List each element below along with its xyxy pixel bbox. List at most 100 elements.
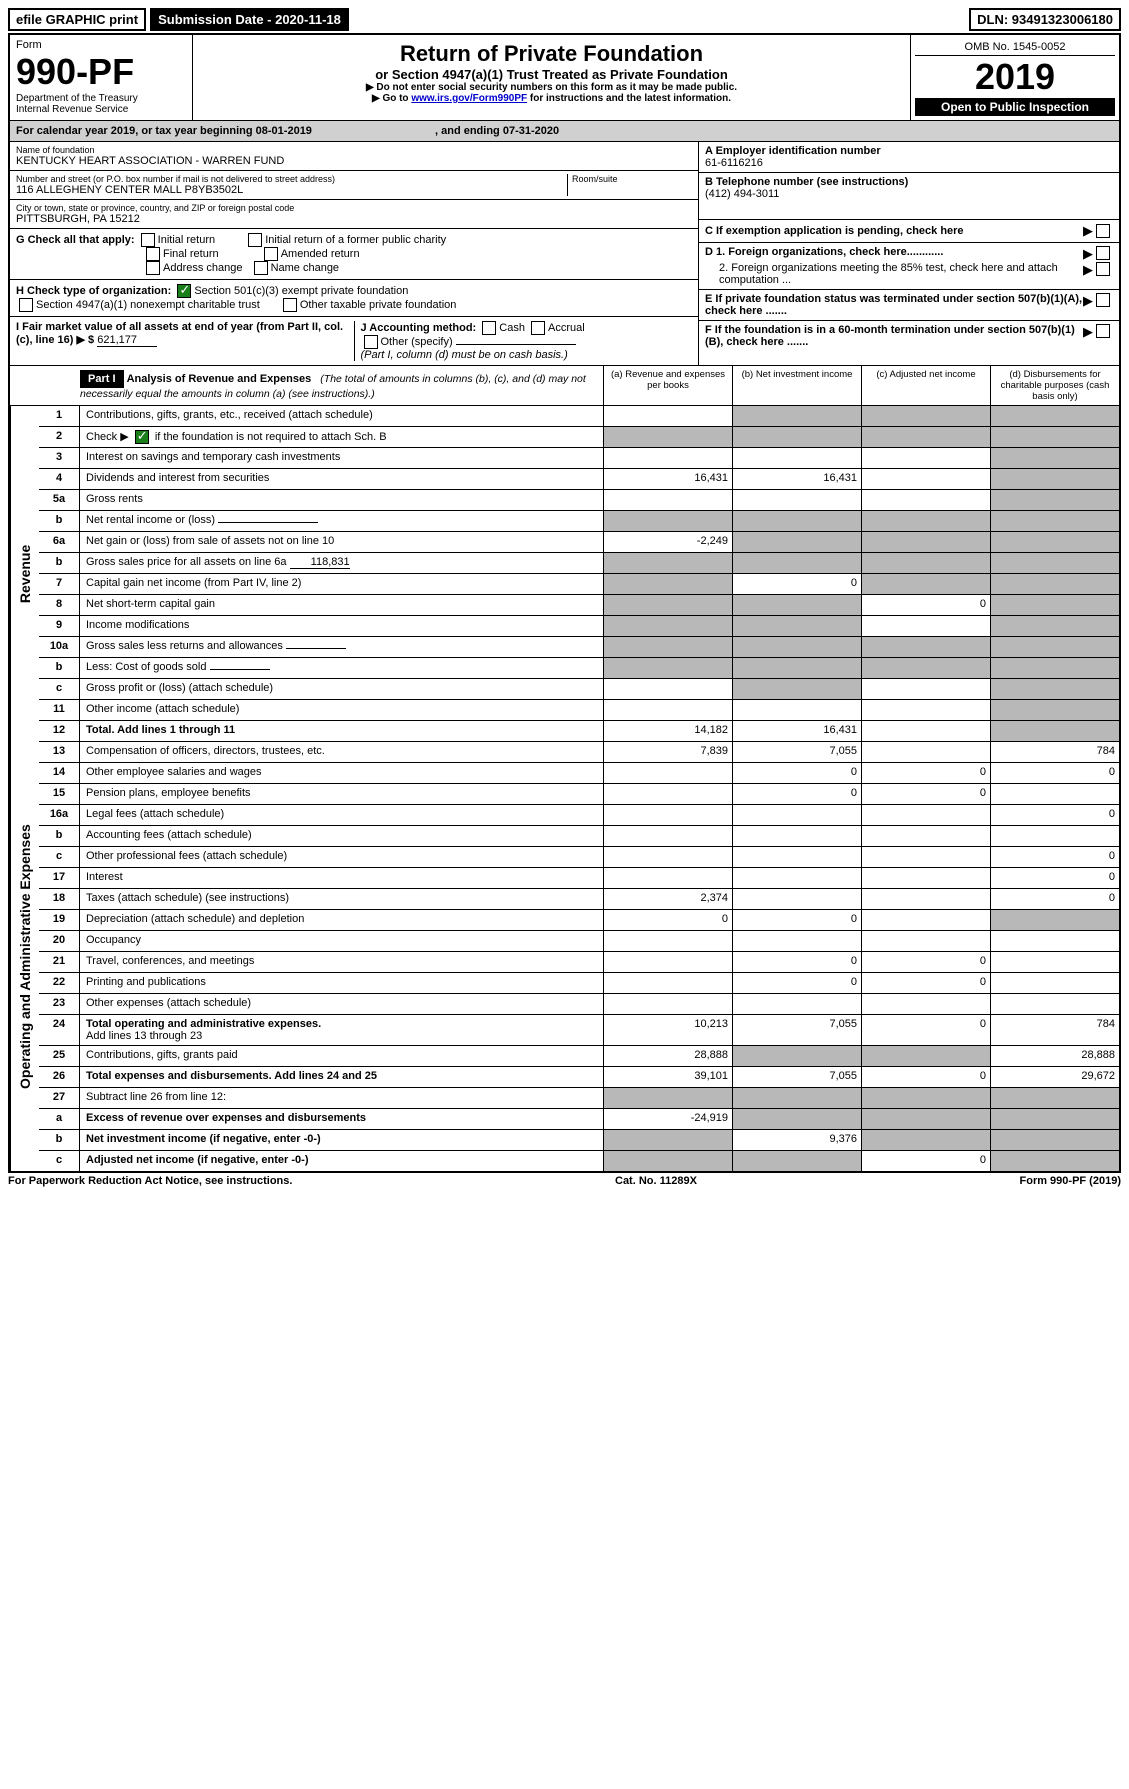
amt-24d: 784 [991, 1015, 1119, 1045]
amt-6a: -2,249 [604, 532, 733, 552]
line-2: Check ▶ if the foundation is not require… [80, 427, 604, 447]
line-21: Travel, conferences, and meetings [80, 952, 604, 972]
j-cash-check[interactable] [482, 321, 496, 335]
amt-12b: 16,431 [733, 721, 862, 741]
final-check[interactable] [146, 247, 160, 261]
line-2-check[interactable] [135, 430, 149, 444]
name-change-label: Name change [271, 262, 340, 274]
j-other-line [456, 344, 576, 345]
city-val: PITTSBURGH, PA 15212 [16, 213, 692, 225]
amt-14d: 0 [991, 763, 1119, 783]
amt-12a: 14,182 [604, 721, 733, 741]
h3-label: Other taxable private foundation [300, 299, 457, 311]
line-2-post: if the foundation is not required to att… [155, 431, 387, 443]
room-label: Room/suite [572, 174, 692, 184]
h3-check[interactable] [283, 298, 297, 312]
addr-val: 116 ALLEGHENY CENTER MALL P8YB3502L [16, 184, 567, 196]
line-1: Contributions, gifts, grants, etc., rece… [80, 406, 604, 426]
d2-arrow: ▶ [1083, 262, 1093, 286]
amt-26b: 7,055 [733, 1067, 862, 1087]
line-16c: Other professional fees (attach schedule… [80, 847, 604, 867]
name-cell: Name of foundation KENTUCKY HEART ASSOCI… [10, 142, 698, 171]
amended-label: Amended return [281, 248, 360, 260]
dept: Department of the Treasury [16, 93, 186, 104]
final-label: Final return [163, 248, 219, 260]
h2-check[interactable] [19, 298, 33, 312]
addr-change-check[interactable] [146, 261, 160, 275]
header-right: OMB No. 1545-0052 2019 Open to Public In… [910, 35, 1119, 120]
amt-18d: 0 [991, 889, 1119, 909]
calendar-row: For calendar year 2019, or tax year begi… [10, 121, 1119, 142]
j-accrual: Accrual [548, 322, 585, 334]
dln-box: DLN: 93491323006180 [969, 8, 1121, 31]
amt-24a: 10,213 [604, 1015, 733, 1045]
j-label: J Accounting method: [361, 322, 477, 334]
i-val: 621,177 [97, 334, 157, 347]
line-18: Taxes (attach schedule) (see instruction… [80, 889, 604, 909]
amt-13d: 784 [991, 742, 1119, 762]
e-check[interactable] [1096, 293, 1110, 307]
d2-check[interactable] [1096, 262, 1110, 276]
c-check[interactable] [1096, 224, 1110, 238]
top-bar: efile GRAPHIC print Submission Date - 20… [8, 8, 1121, 31]
initial-check[interactable] [141, 233, 155, 247]
c-arrow: ▶ [1083, 223, 1093, 239]
amt-21b: 0 [733, 952, 862, 972]
line-19: Depreciation (attach schedule) and deple… [80, 910, 604, 930]
line-17: Interest [80, 868, 604, 888]
line-14: Other employee salaries and wages [80, 763, 604, 783]
line-16b: Accounting fees (attach schedule) [80, 826, 604, 846]
b-cell: B Telephone number (see instructions) (4… [699, 173, 1119, 220]
cal-end: 07-31-2020 [503, 125, 559, 137]
line-23: Other expenses (attach schedule) [80, 994, 604, 1014]
d2-label: 2. Foreign organizations meeting the 85%… [705, 262, 1083, 286]
j-accrual-check[interactable] [531, 321, 545, 335]
line-27b: Net investment income (if negative, ente… [80, 1130, 604, 1150]
line-5b-text: Net rental income or (loss) [86, 514, 215, 526]
h-label: H Check type of organization: [16, 285, 171, 297]
cal-mid: , and ending [435, 125, 503, 137]
line-24-sub: Add lines 13 through 23 [86, 1030, 202, 1042]
f-check[interactable] [1096, 324, 1110, 338]
line-6b-val: 118,831 [290, 556, 350, 569]
instr2-pre: ▶ Go to [372, 93, 411, 104]
line-6a: Net gain or (loss) from sale of assets n… [80, 532, 604, 552]
addr-cell: Number and street (or P.O. box number if… [10, 171, 698, 200]
line-8: Net short-term capital gain [80, 595, 604, 615]
tax-year: 2019 [915, 56, 1115, 98]
form-number: 990-PF [16, 51, 186, 93]
cal-pre: For calendar year 2019, or tax year begi… [16, 125, 256, 137]
col-c-header: (c) Adjusted net income [862, 366, 991, 405]
j-other-check[interactable] [364, 335, 378, 349]
line-27c: Adjusted net income (if negative, enter … [80, 1151, 604, 1171]
name-label: Name of foundation [16, 145, 692, 155]
line-27a: Excess of revenue over expenses and disb… [80, 1109, 604, 1129]
d1-check[interactable] [1096, 246, 1110, 260]
line-24-title: Total operating and administrative expen… [86, 1018, 321, 1030]
initial-label: Initial return [158, 234, 215, 246]
col-b-header: (b) Net investment income [733, 366, 862, 405]
h1-check[interactable] [177, 284, 191, 298]
amended-check[interactable] [264, 247, 278, 261]
part1-spacer [10, 366, 74, 405]
expenses-section: Operating and Administrative Expenses 13… [10, 742, 1119, 1171]
part1-title: Analysis of Revenue and Expenses [127, 373, 312, 385]
line-27: Subtract line 26 from line 12: [80, 1088, 604, 1108]
g-label: G Check all that apply: [16, 234, 135, 246]
amt-18a: 2,374 [604, 889, 733, 909]
initial-former-check[interactable] [248, 233, 262, 247]
amt-7b: 0 [733, 574, 862, 594]
omb: OMB No. 1545-0052 [915, 39, 1115, 56]
amt-15c: 0 [862, 784, 991, 804]
a-val: 61-6116216 [705, 157, 1113, 169]
name-change-check[interactable] [254, 261, 268, 275]
header-center: Return of Private Foundation or Section … [193, 35, 910, 120]
line-10b-text: Less: Cost of goods sold [86, 661, 206, 673]
irs-link[interactable]: www.irs.gov/Form990PF [411, 93, 527, 104]
revenue-side-label: Revenue [10, 406, 39, 742]
h1-label: Section 501(c)(3) exempt private foundat… [194, 285, 408, 297]
amt-19a: 0 [604, 910, 733, 930]
instr2: ▶ Go to www.irs.gov/Form990PF for instru… [199, 93, 904, 104]
f-cell: F If the foundation is in a 60-month ter… [699, 321, 1119, 351]
header-left: Form 990-PF Department of the Treasury I… [10, 35, 193, 120]
